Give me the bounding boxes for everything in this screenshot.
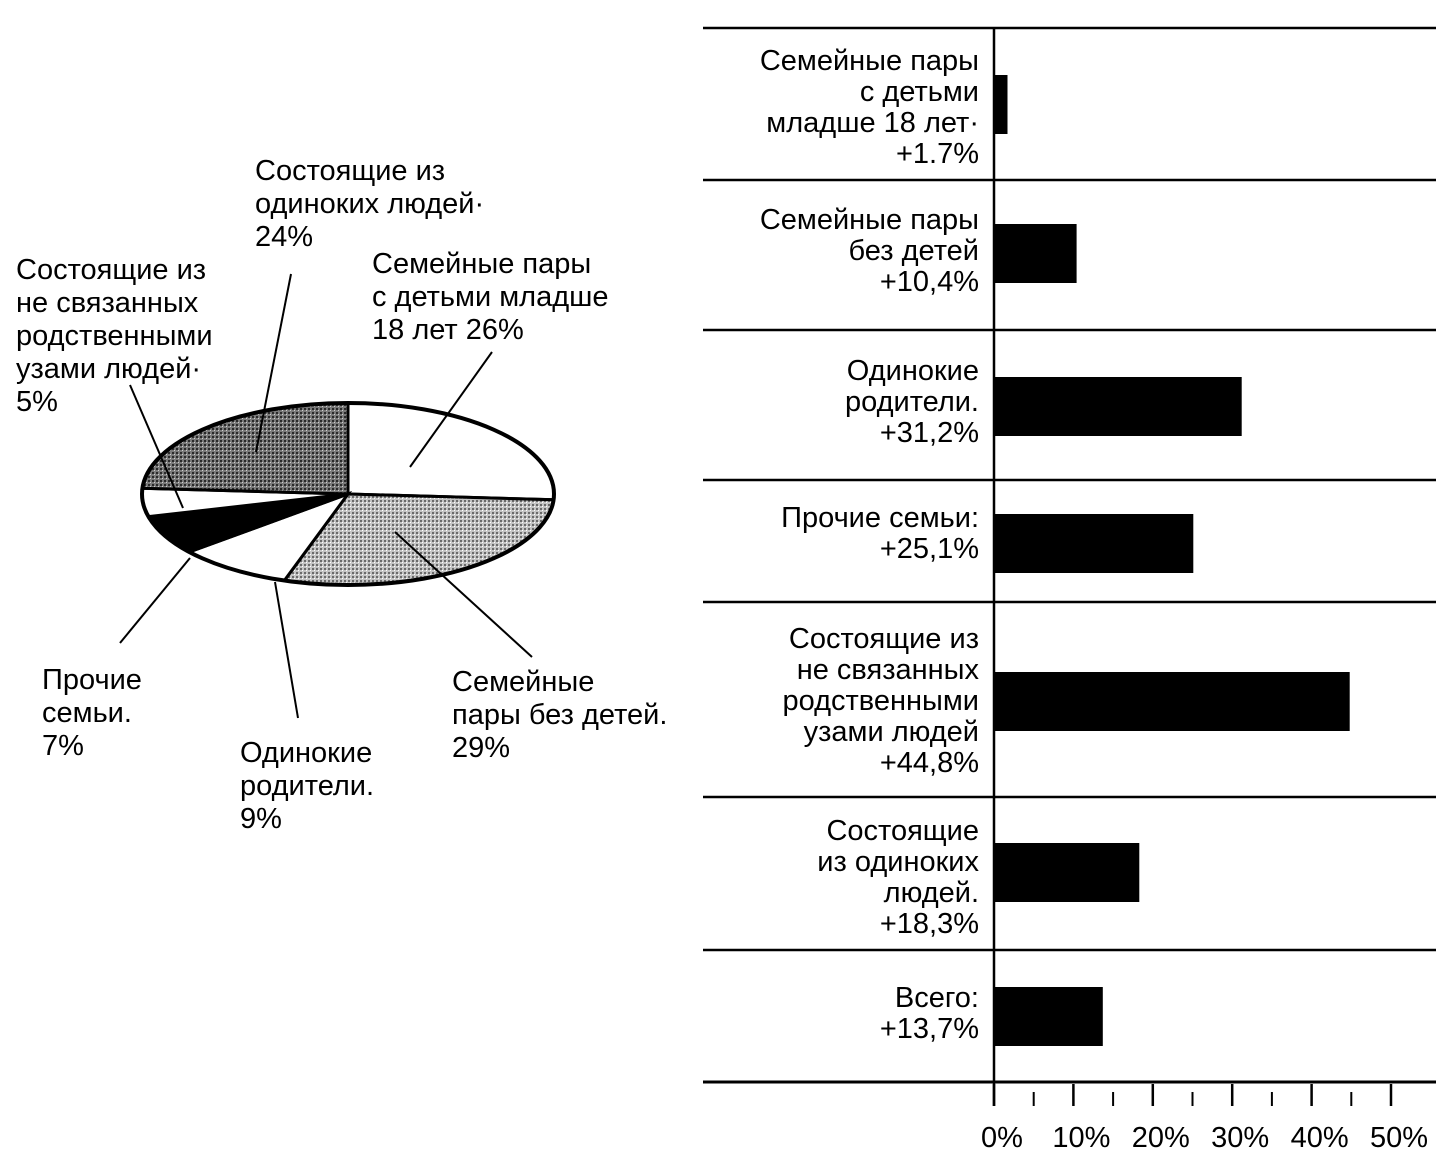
bar [994, 843, 1140, 902]
bar [994, 987, 1103, 1046]
bar [994, 75, 1008, 134]
x-tick-label: 30% [1211, 1122, 1269, 1154]
bar-category-label: Семейные пары без детей +10,4% [760, 204, 979, 298]
pie-slice-label: Одинокие родители. 9% [240, 737, 374, 835]
pie-slice-label: Прочие семьи. 7% [42, 664, 142, 762]
bar [994, 514, 1194, 573]
bar-chart: Семейные пары с детьми младше 18 лет· +1.7%… [703, 26, 1436, 1154]
pie-slice-label: Семейные пары с детьми младше 18 лет 26% [372, 248, 609, 346]
bar-category-label: Состоящие из не связанных родственными узам… [782, 623, 979, 779]
pie-outline [140, 401, 556, 587]
bar-category-label: Всего: +13,7% [880, 982, 979, 1045]
pie-labels: Семейные пары с детьми младше 18 лет 26% Се… [16, 155, 667, 835]
bar [994, 377, 1242, 436]
pie-leader-line [409, 351, 493, 468]
pie-chart [140, 401, 556, 587]
pie-leader-line [119, 557, 191, 644]
pie-slice-label: Состоящие из одиноких людей· 24% [255, 155, 484, 253]
pie-leader-line [255, 273, 292, 453]
pie-slice-label: Состоящие из не связанных родственными узам… [16, 254, 213, 418]
pie-leader-line [274, 581, 299, 719]
bar-category-label: Одинокие родители. +31,2% [845, 355, 979, 449]
x-tick-label: 20% [1132, 1122, 1190, 1154]
x-tick-label: 40% [1291, 1122, 1349, 1154]
x-tick-label: 50% [1370, 1122, 1428, 1154]
bar-category-label: Прочие семьи: +25,1% [781, 502, 979, 565]
pie-leader-line [129, 384, 184, 509]
x-tick-label: 10% [1052, 1122, 1110, 1154]
bar [994, 672, 1350, 731]
pie-leader-line [394, 531, 533, 658]
bar [994, 224, 1077, 283]
pie-slice [346, 401, 556, 502]
pie-slice-label: Семейные пары без детей. 29% [452, 666, 667, 764]
bar-category-label: Состоящие из одиноких людей. +18,3% [817, 815, 979, 940]
bar-category-label: Семейные пары с детьми младше 18 лет· +1.7% [760, 45, 979, 170]
x-tick-label: 0% [981, 1122, 1023, 1154]
